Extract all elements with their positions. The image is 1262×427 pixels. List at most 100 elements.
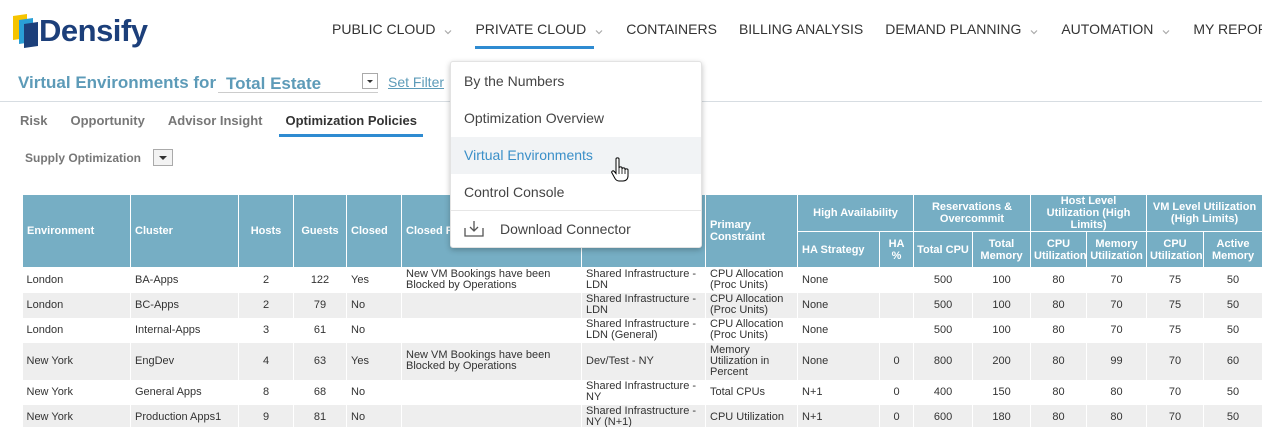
brand-name: Densify bbox=[39, 13, 148, 48]
menu-item-by-the-numbers[interactable]: By the Numbers bbox=[464, 73, 565, 89]
col-host-memory[interactable]: Memory Utilization bbox=[1086, 231, 1148, 268]
cell-ha-strategy: N+1 bbox=[797, 404, 880, 427]
cell-closed: No bbox=[346, 379, 402, 405]
cell-closed: Yes bbox=[346, 267, 402, 293]
cell-closed: No bbox=[346, 317, 402, 343]
cell-policy: Shared Infrastructure - NY (N+1) bbox=[581, 404, 706, 427]
policy-select[interactable]: Supply Optimization bbox=[22, 149, 173, 167]
nav-item-billing-analysis[interactable]: BILLING ANALYSIS bbox=[739, 20, 863, 38]
col-guests[interactable]: Guests bbox=[293, 194, 347, 268]
cell-host-memory: 70 bbox=[1086, 317, 1148, 343]
col-ha-strategy[interactable]: HA Strategy bbox=[797, 231, 880, 268]
group-host-level: Host Level Utilization (High Limits) bbox=[1030, 194, 1148, 232]
table-row[interactable]: London Internal-Apps 3 61 No Shared Infrastru… bbox=[22, 317, 1262, 343]
cell-guests: 68 bbox=[293, 379, 347, 405]
cell-total-cpu: 400 bbox=[913, 379, 974, 405]
cell-host-cpu: 80 bbox=[1030, 292, 1088, 318]
col-total-cpu[interactable]: Total CPU bbox=[913, 231, 974, 268]
scope-dropdown-button[interactable] bbox=[362, 73, 378, 89]
cell-policy: Shared Infrastructure - LDN bbox=[581, 267, 706, 293]
table-row[interactable]: New York EngDev 4 63 Yes New VM Bookings have… bbox=[22, 342, 1262, 380]
menu-item-virtual-environments[interactable]: Virtual Environments bbox=[451, 137, 701, 174]
cell-guests: 79 bbox=[293, 292, 347, 318]
cell-guests: 63 bbox=[293, 342, 347, 380]
policy-dropdown-button[interactable] bbox=[153, 149, 173, 166]
cell-vm-memory: 50 bbox=[1203, 267, 1262, 293]
cell-ha-strategy: N+1 bbox=[797, 379, 880, 405]
tab-advisor-insight[interactable]: Advisor Insight bbox=[167, 113, 263, 128]
set-filter-link[interactable]: Set Filter bbox=[388, 74, 445, 90]
menu-item-download-connector[interactable]: Download Connector bbox=[451, 211, 701, 248]
nav-item-public-cloud[interactable]: PUBLIC CLOUD bbox=[332, 20, 453, 38]
nav-item-label: CONTAINERS bbox=[626, 21, 717, 37]
cell-ha-pct bbox=[879, 292, 915, 318]
cell-host-cpu: 80 bbox=[1030, 267, 1088, 293]
hand-pointer-icon bbox=[611, 157, 629, 182]
chevron-down-icon bbox=[1029, 24, 1039, 35]
nav-item-containers[interactable]: CONTAINERS bbox=[626, 20, 717, 38]
table-row[interactable]: London BA-Apps 2 122 Yes New VM Bookings have… bbox=[22, 267, 1262, 293]
chevron-down-icon bbox=[443, 24, 453, 35]
cell-hosts: 3 bbox=[238, 317, 294, 343]
cell-total-memory: 100 bbox=[972, 267, 1032, 293]
col-closed[interactable]: Closed bbox=[346, 194, 402, 268]
cell-closed-reason bbox=[401, 292, 582, 318]
table-row[interactable]: New York Production Apps1 9 81 No Shared Infr… bbox=[22, 404, 1262, 427]
tab-risk[interactable]: Risk bbox=[20, 113, 48, 128]
tab-optimization-policies[interactable]: Optimization Policies bbox=[279, 113, 424, 137]
triangle-down-icon bbox=[159, 156, 167, 160]
scope-select[interactable]: Total Estate bbox=[218, 71, 378, 93]
cell-vm-cpu: 75 bbox=[1146, 317, 1205, 343]
cell-closed-reason bbox=[401, 317, 582, 343]
cell-host-cpu: 80 bbox=[1030, 379, 1088, 405]
cell-primary-constraint: CPU Utilization bbox=[705, 404, 798, 427]
cell-total-memory: 200 bbox=[972, 342, 1032, 380]
menu-item-optimization-overview[interactable]: Optimization Overview bbox=[464, 110, 605, 126]
cell-hosts: 2 bbox=[238, 267, 294, 293]
table-row[interactable]: London BC-Apps 2 79 No Shared Infrastructure … bbox=[22, 292, 1262, 318]
col-vm-cpu[interactable]: CPU Utilization bbox=[1146, 231, 1205, 268]
nav-item-private-cloud[interactable]: PRIVATE CLOUD bbox=[475, 20, 604, 49]
nav-item-label: AUTOMATION bbox=[1061, 21, 1154, 37]
cell-ha-pct bbox=[879, 267, 915, 293]
cell-ha-strategy: None bbox=[797, 342, 880, 380]
policy-select-value: Supply Optimization bbox=[25, 151, 141, 165]
cell-cluster: BC-Apps bbox=[130, 292, 239, 318]
densify-logo[interactable]: Densify bbox=[13, 13, 148, 49]
col-vm-memory[interactable]: Active Memory bbox=[1203, 231, 1262, 268]
table-row[interactable]: New York General Apps 8 68 No Shared Infrastr… bbox=[22, 379, 1262, 405]
nav-item-label: PUBLIC CLOUD bbox=[332, 21, 436, 37]
private-cloud-menu: Download Connector By the Numbers Optimiz… bbox=[450, 61, 702, 248]
cell-primary-constraint: Memory Utilization in Percent bbox=[705, 342, 798, 380]
download-icon bbox=[464, 221, 484, 237]
nav-item-my-reports[interactable]: MY REPORTS bbox=[1193, 20, 1262, 38]
cell-cluster: Internal-Apps bbox=[130, 317, 239, 343]
cell-closed-reason bbox=[401, 404, 582, 427]
col-ha-pct[interactable]: HA % bbox=[878, 231, 915, 268]
cell-policy: Shared Infrastructure - NY bbox=[581, 379, 706, 405]
cell-primary-constraint: CPU Allocation (Proc Units) bbox=[705, 317, 798, 343]
tab-opportunity[interactable]: Opportunity bbox=[70, 113, 145, 128]
cell-ha-strategy: None bbox=[797, 317, 880, 343]
top-navigation-bar: Densify PUBLIC CLOUD PRIVATE CLOUD CONTAIN… bbox=[0, 0, 1262, 62]
group-vm-level: VM Level Utilization (High Limits) bbox=[1146, 194, 1262, 232]
chevron-down-icon bbox=[1161, 24, 1171, 35]
col-cluster[interactable]: Cluster bbox=[130, 194, 239, 268]
col-primary-constraint[interactable]: Primary Constraint bbox=[705, 194, 798, 268]
nav-item-automation[interactable]: AUTOMATION bbox=[1061, 20, 1171, 38]
cell-cluster: General Apps bbox=[130, 379, 239, 405]
cell-hosts: 9 bbox=[238, 404, 294, 427]
menu-item-download-label: Download Connector bbox=[500, 221, 631, 237]
col-environment[interactable]: Environment bbox=[22, 194, 131, 268]
nav-item-demand-planning[interactable]: DEMAND PLANNING bbox=[885, 20, 1039, 38]
scope-select-value: Total Estate bbox=[226, 74, 322, 93]
col-host-cpu[interactable]: CPU Utilization bbox=[1030, 231, 1088, 268]
cell-ha-strategy: None bbox=[797, 292, 880, 318]
cell-primary-constraint: CPU Allocation (Proc Units) bbox=[705, 267, 798, 293]
col-total-memory[interactable]: Total Memory bbox=[972, 231, 1032, 268]
cell-environment: London bbox=[22, 267, 131, 293]
menu-item-control-console[interactable]: Control Console bbox=[464, 184, 565, 200]
cell-guests: 81 bbox=[293, 404, 347, 427]
col-hosts[interactable]: Hosts bbox=[238, 194, 294, 268]
cell-hosts: 8 bbox=[238, 379, 294, 405]
